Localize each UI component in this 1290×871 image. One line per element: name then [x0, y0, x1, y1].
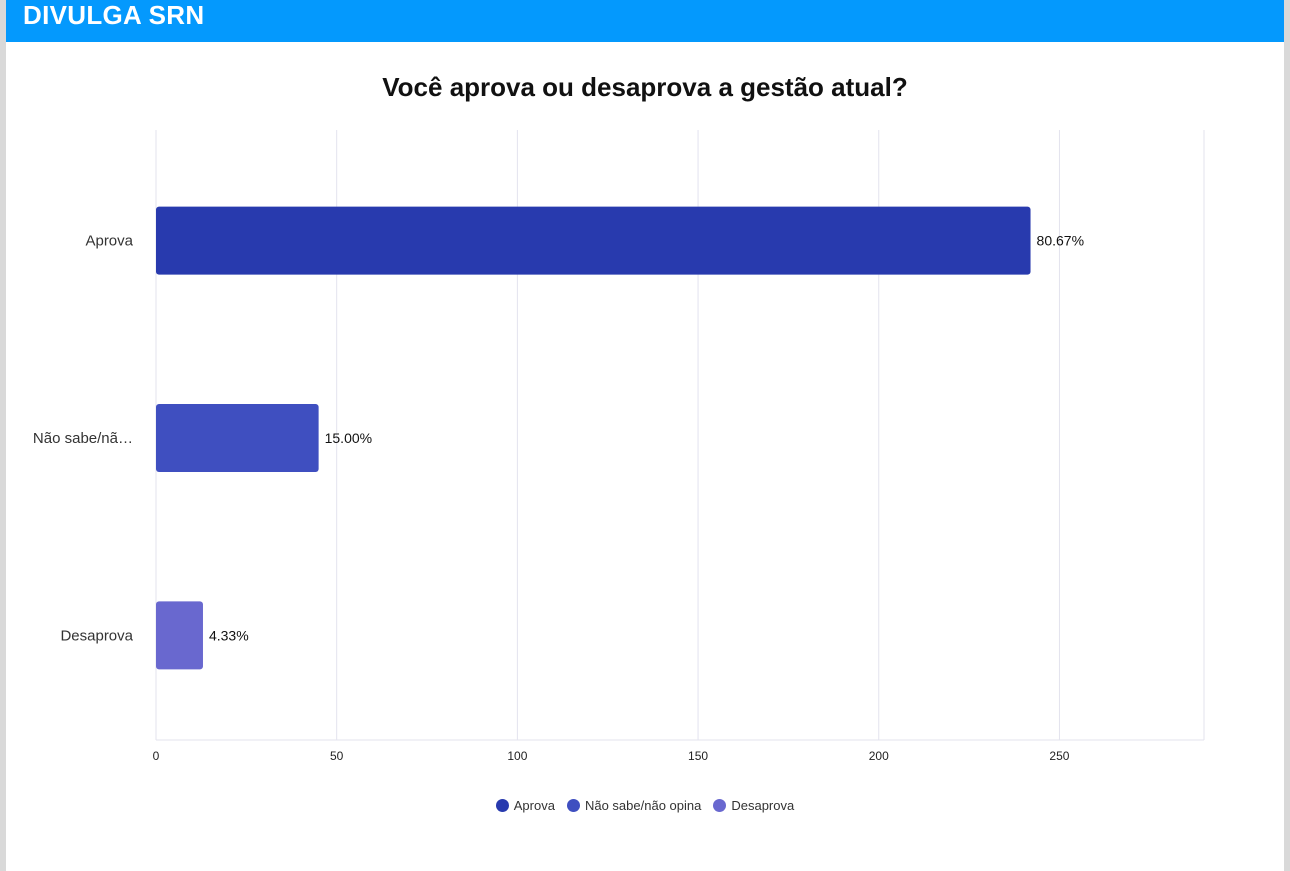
legend-label: Desaprova [731, 798, 795, 813]
bar-1 [156, 404, 319, 472]
x-tick-label: 50 [330, 749, 344, 763]
data-label: 15.00% [325, 430, 372, 446]
legend-item[interactable]: Desaprova [713, 798, 794, 813]
legend: Aprova Não sabe/não opina Desaprova [6, 798, 1284, 813]
legend-label: Aprova [513, 798, 555, 813]
legend-item[interactable]: Não sabe/não opina [566, 798, 702, 813]
legend-dot-icon [495, 799, 509, 812]
x-tick-label: 150 [688, 749, 708, 763]
y-tick-label: Não sabe/nã… [33, 430, 133, 447]
header-bar: DIVULGA SRN [6, 0, 1284, 42]
legend-dot-icon [713, 799, 727, 812]
legend-dot-icon [566, 799, 580, 812]
bar-chart: 0 50 100 150 200 250 Aprova 80.67% Não sabe/nã… 1… [33, 130, 1205, 763]
x-tick-label: 200 [869, 749, 889, 763]
x-tick-label: 0 [153, 749, 160, 763]
data-label: 4.33% [209, 627, 249, 643]
legend-item[interactable]: Aprova [495, 798, 555, 813]
x-tick-label: 250 [1049, 749, 1069, 763]
bar-0 [156, 206, 1031, 275]
y-tick-label: Desaprova [60, 627, 133, 644]
x-tick-label: 100 [507, 749, 527, 763]
legend-label: Não sabe/não opina [584, 798, 702, 813]
brand-title: DIVULGA SRN [23, 0, 205, 30]
chart-title: Você aprova ou desaprova a gestão atual? [382, 72, 908, 102]
bar-2 [156, 601, 203, 670]
page: DIVULGA SRN Você aprova ou desaprova a g… [6, 0, 1284, 871]
data-label: 80.67% [1037, 233, 1084, 249]
y-tick-label: Aprova [85, 233, 133, 250]
